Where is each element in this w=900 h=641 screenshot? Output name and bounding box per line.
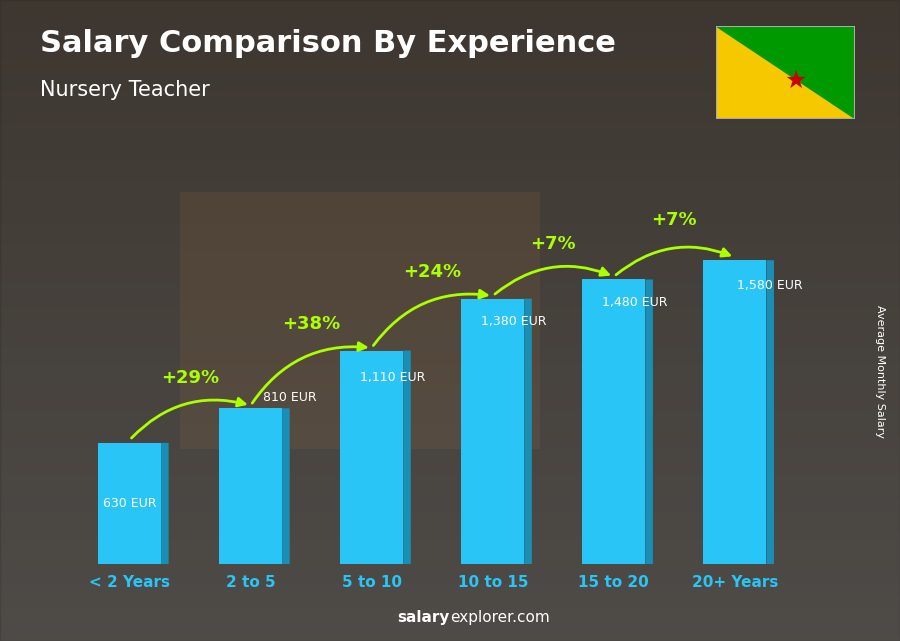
Polygon shape (403, 351, 410, 564)
Text: 810 EUR: 810 EUR (263, 391, 317, 404)
Bar (704, 260, 767, 564)
Text: +7%: +7% (652, 212, 698, 229)
Text: +24%: +24% (403, 263, 462, 281)
Text: +7%: +7% (530, 235, 576, 253)
Text: 1,110 EUR: 1,110 EUR (360, 371, 425, 384)
Text: salary: salary (398, 610, 450, 625)
Text: Salary Comparison By Experience: Salary Comparison By Experience (40, 29, 616, 58)
Bar (98, 443, 161, 564)
Polygon shape (525, 299, 532, 564)
Polygon shape (161, 443, 168, 564)
Bar (462, 299, 525, 564)
Text: +38%: +38% (282, 315, 340, 333)
Text: 630 EUR: 630 EUR (103, 497, 157, 510)
Text: Average Monthly Salary: Average Monthly Salary (875, 305, 886, 438)
Text: +29%: +29% (161, 369, 220, 387)
Bar (582, 279, 645, 564)
Text: 1,580 EUR: 1,580 EUR (737, 279, 803, 292)
Text: Nursery Teacher: Nursery Teacher (40, 80, 211, 100)
Bar (340, 351, 403, 564)
Polygon shape (645, 279, 652, 564)
Polygon shape (767, 260, 774, 564)
Bar (220, 408, 282, 564)
Polygon shape (282, 408, 290, 564)
Text: 1,480 EUR: 1,480 EUR (602, 296, 667, 309)
Text: 1,380 EUR: 1,380 EUR (481, 315, 546, 328)
Polygon shape (716, 26, 855, 119)
Text: ★: ★ (785, 69, 807, 93)
Text: explorer.com: explorer.com (450, 610, 550, 625)
